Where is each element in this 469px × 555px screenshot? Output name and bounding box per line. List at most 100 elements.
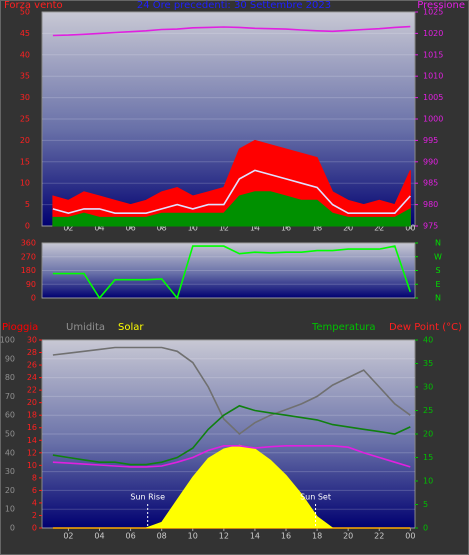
annotation: Sun Set: [300, 493, 331, 502]
y-axis-label: Forza vento: [4, 0, 63, 11]
y-tick-label: 10: [5, 505, 15, 514]
y-tick-label: 0: [25, 222, 30, 231]
y2-tick-label: 40: [423, 336, 433, 345]
x-tick-label: 08: [157, 532, 167, 541]
x-tick-label: 16: [281, 224, 291, 233]
y-tick-label: 35: [20, 72, 30, 81]
series-line: [52, 25, 411, 37]
y3-tick-label: 24: [27, 373, 37, 382]
y2-tick-label: 985: [423, 179, 438, 188]
x-tick-label: 10: [188, 532, 198, 541]
y3-tick-label: 2: [32, 511, 37, 520]
y3-tick-label: 14: [27, 436, 37, 445]
y3-tick-label: 16: [27, 423, 37, 432]
y-tick-label: 40: [20, 50, 30, 59]
x-tick-label: 20: [343, 224, 353, 233]
y-tick-label: 45: [20, 29, 30, 38]
y2-tick-label: 1000: [423, 115, 443, 124]
x-tick-label: 06: [125, 224, 135, 233]
series-line: [52, 169, 411, 215]
y-tick-label: 15: [20, 157, 30, 166]
x-tick-label: 00: [405, 224, 415, 233]
y-tick-label: 50: [5, 430, 15, 439]
legend-label: Temperatura: [311, 322, 376, 333]
y-tick-label: 20: [5, 486, 15, 495]
y2-tick-label: 1025: [423, 8, 443, 17]
x-tick-label: 04: [94, 532, 104, 541]
y-tick-label: 270: [21, 252, 36, 261]
y2-tick-label: 0: [423, 524, 428, 533]
y3-tick-label: 18: [27, 411, 37, 420]
annotation: Sun Rise: [130, 493, 165, 502]
x-tick-label: 02: [63, 224, 73, 233]
legend-label: Pioggia: [2, 322, 38, 333]
y3-tick-label: 28: [27, 348, 37, 357]
y2-tick-label: W: [434, 252, 442, 261]
y3-tick-label: 12: [27, 448, 37, 457]
y2-tick-label: 30: [423, 383, 433, 392]
y2-tick-label: E: [435, 280, 440, 289]
y2-tick-label: N: [435, 294, 441, 303]
legend-label: Solar: [118, 322, 144, 333]
x-tick-label: 00: [405, 532, 415, 541]
y3-tick-label: 4: [32, 498, 37, 507]
y-tick-label: 0: [31, 294, 36, 303]
x-tick-label: 14: [250, 532, 260, 541]
y-tick-label: 0: [10, 524, 15, 533]
legend-label: Dew Point (°C): [389, 322, 462, 333]
x-tick-label: 12: [219, 532, 229, 541]
y2-tick-label: 15: [423, 453, 433, 462]
y3-tick-label: 20: [27, 398, 37, 407]
y-tick-label: 30: [5, 467, 15, 476]
x-tick-label: 06: [125, 532, 135, 541]
y-tick-label: 70: [5, 392, 15, 401]
x-tick-label: 04: [94, 224, 104, 233]
y2-axis-label: Pressione: [417, 0, 465, 11]
y3-tick-label: 22: [27, 386, 37, 395]
chart-title: 24 Ore precedenti: 30 Settembre 2023: [137, 0, 331, 11]
y-tick-label: 10: [20, 179, 30, 188]
y2-tick-label: 35: [423, 359, 433, 368]
x-tick-label: 12: [219, 224, 229, 233]
y2-tick-label: S: [435, 266, 440, 275]
y-tick-label: 5: [25, 200, 30, 209]
x-tick-label: 18: [312, 532, 322, 541]
y-tick-label: 180: [21, 266, 36, 275]
y-tick-label: 100: [0, 336, 15, 345]
y3-tick-label: 6: [32, 486, 37, 495]
x-tick-label: 16: [281, 532, 291, 541]
x-tick-label: 18: [312, 224, 322, 233]
legend-label: Umidita: [66, 322, 105, 333]
x-tick-label: 20: [343, 532, 353, 541]
y-tick-label: 50: [20, 8, 30, 17]
y2-tick-label: 10: [423, 477, 433, 486]
x-tick-label: 10: [188, 224, 198, 233]
x-tick-label: 08: [157, 224, 167, 233]
y2-tick-label: 990: [423, 157, 438, 166]
y-tick-label: 90: [5, 354, 15, 363]
y-tick-label: 30: [20, 93, 30, 102]
y-tick-label: 360: [21, 239, 36, 248]
y2-tick-label: 5: [423, 500, 428, 509]
y2-tick-label: 1015: [423, 50, 443, 59]
y-tick-label: 20: [20, 136, 30, 145]
y2-tick-label: 1010: [423, 72, 443, 81]
y2-tick-label: 980: [423, 200, 438, 209]
series-line: [52, 445, 411, 468]
plot-area: [41, 242, 416, 299]
y-tick-label: 40: [5, 448, 15, 457]
y3-tick-label: 30: [27, 336, 37, 345]
y-tick-label: 90: [26, 280, 36, 289]
y3-tick-label: 0: [32, 524, 37, 533]
y2-tick-label: 995: [423, 136, 438, 145]
y3-tick-label: 10: [27, 461, 37, 470]
y2-tick-label: N: [435, 239, 441, 248]
y2-tick-label: 1005: [423, 93, 443, 102]
series-line: [52, 245, 412, 300]
y2-tick-label: 20: [423, 430, 433, 439]
series-area: [52, 191, 411, 227]
y2-tick-label: 1020: [423, 29, 443, 38]
y3-tick-label: 8: [32, 473, 37, 482]
series-line: [52, 404, 411, 466]
